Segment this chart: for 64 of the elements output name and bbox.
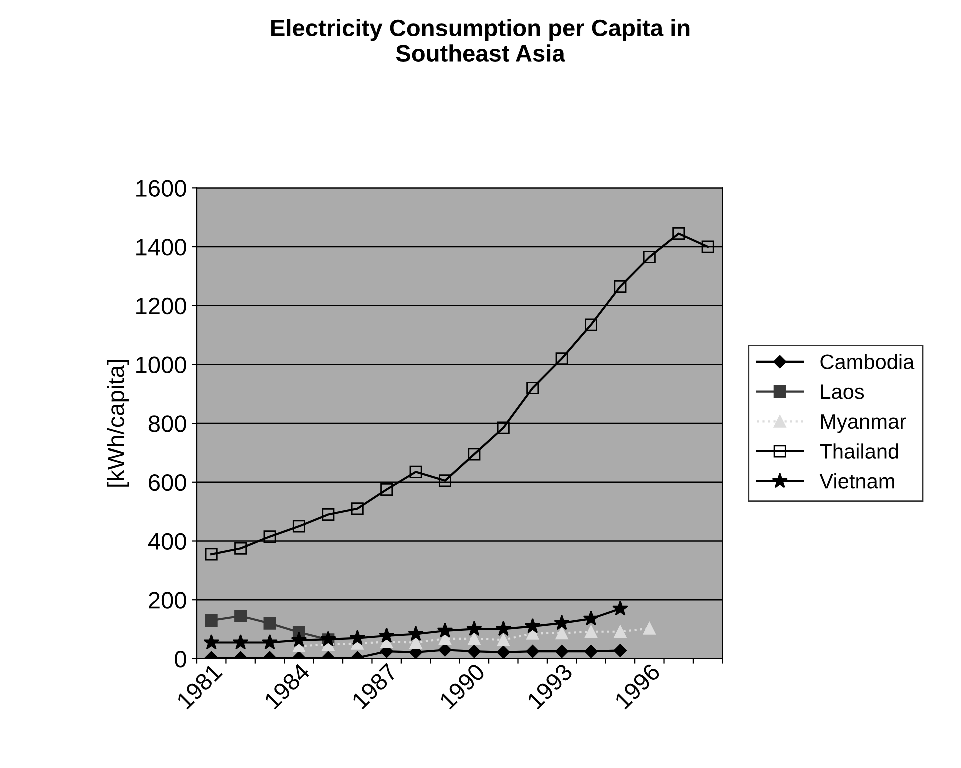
- point: [264, 530, 276, 544]
- point: [322, 508, 335, 522]
- legend-label: Laos: [821, 384, 864, 400]
- y-tick-label: 600: [149, 474, 186, 492]
- point: [497, 422, 510, 434]
- y-tick-label: 1400: [136, 239, 186, 256]
- point: [497, 646, 510, 659]
- point: [438, 474, 452, 488]
- point: [468, 645, 482, 658]
- legend-label: Myanmar: [821, 414, 906, 434]
- point: [643, 251, 656, 264]
- point: [468, 448, 481, 461]
- point: [350, 630, 366, 646]
- point: [204, 634, 220, 650]
- point: [205, 614, 218, 627]
- point: [437, 622, 454, 638]
- y-tick-label: 1600: [136, 180, 186, 197]
- point: [378, 628, 395, 643]
- point: [672, 228, 686, 240]
- legend-label: Thailand: [820, 444, 898, 459]
- point: [291, 632, 308, 648]
- point: [584, 645, 598, 658]
- point: [643, 622, 656, 635]
- point: [556, 627, 568, 640]
- point: [614, 644, 628, 658]
- point: [554, 615, 570, 630]
- point: [612, 600, 628, 616]
- point: [205, 548, 218, 561]
- point: [524, 618, 541, 634]
- y-tick-label: 1200: [136, 298, 186, 315]
- point: [234, 542, 248, 555]
- point: [262, 634, 278, 650]
- y-tick-label: 800: [148, 416, 186, 432]
- legend-label: Vietnam: [820, 474, 894, 489]
- point: [380, 484, 394, 496]
- point: [351, 502, 364, 516]
- y-tick-label: 1000: [136, 356, 186, 374]
- point: [555, 645, 569, 658]
- point: [614, 280, 627, 293]
- point: [526, 382, 540, 394]
- point: [438, 644, 452, 657]
- point: [583, 610, 600, 626]
- legend-label: Cambodia: [820, 354, 915, 370]
- y-tick-label: 200: [149, 592, 186, 609]
- point: [264, 617, 276, 630]
- point: [410, 466, 422, 478]
- y-tick-label: 400: [148, 533, 186, 550]
- point: [292, 520, 306, 533]
- chart-title: Electricity Consumption per Capita in Southeast Asia: [272, 19, 690, 62]
- point: [232, 634, 249, 650]
- point: [526, 645, 540, 658]
- point: [234, 610, 248, 623]
- point: [497, 634, 510, 646]
- y-tick-label: 0: [175, 651, 186, 668]
- point: [466, 620, 482, 636]
- point: [468, 632, 481, 646]
- point: [408, 626, 424, 642]
- point: [614, 626, 627, 638]
- point: [585, 626, 598, 638]
- point: [496, 620, 512, 636]
- point: [585, 318, 598, 332]
- point: [702, 240, 714, 254]
- point: [556, 352, 568, 366]
- y-axis-title: [kWh/capita]: [107, 360, 130, 487]
